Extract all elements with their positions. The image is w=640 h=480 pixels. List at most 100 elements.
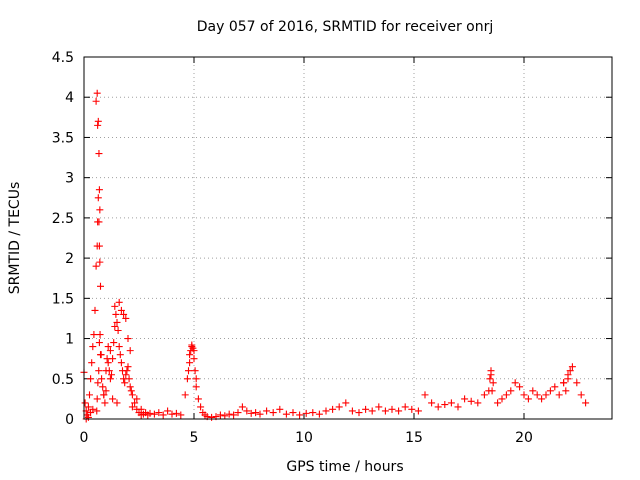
data-point (185, 367, 192, 375)
data-point (502, 391, 510, 399)
data-point (498, 395, 506, 403)
y-tick-label: 3.5 (52, 130, 74, 146)
data-point (115, 343, 123, 351)
data-point (109, 355, 117, 363)
data-point (106, 375, 114, 383)
data-point (322, 407, 330, 415)
data-point (95, 242, 103, 250)
data-point (121, 379, 129, 387)
data-point (100, 391, 108, 399)
data-point (441, 401, 449, 409)
data-point (566, 367, 574, 375)
data-point (159, 411, 167, 419)
data-point (96, 258, 104, 266)
data-point (197, 403, 205, 411)
data-point (428, 399, 436, 407)
data-point (155, 409, 163, 417)
data-point (181, 391, 189, 399)
data-point (128, 391, 136, 399)
axis-ticks: 0 0.5 1 1.5 2 2.5 3 3.5 4 4.5 0 5 10 15 20 (52, 50, 612, 446)
y-tick-label: 3 (65, 171, 74, 187)
data-point (177, 411, 185, 419)
data-point (524, 395, 532, 403)
data-point (101, 399, 109, 407)
data-point (95, 367, 103, 375)
y-tick-label: 4.5 (52, 50, 74, 66)
data-point (342, 399, 350, 407)
data-point (89, 405, 97, 413)
x-tick-label: 20 (515, 430, 533, 446)
data-point (92, 97, 100, 105)
data-point (488, 387, 496, 395)
y-tick-label: 0 (65, 412, 74, 428)
data-point (91, 306, 99, 314)
grid (84, 57, 612, 419)
data-point (183, 375, 191, 383)
data-point (146, 409, 154, 417)
data-point (120, 310, 128, 318)
data-point (487, 371, 495, 379)
data-point (434, 403, 442, 411)
data-point (516, 383, 524, 391)
data-point (461, 395, 469, 403)
data-point (348, 407, 356, 415)
data-point (102, 387, 110, 395)
data-point (208, 413, 216, 421)
data-point (123, 367, 131, 375)
data-point (401, 403, 409, 411)
y-tick-label: 1.5 (52, 291, 74, 307)
data-point (269, 409, 277, 417)
data-point (568, 363, 576, 371)
data-point (137, 405, 145, 413)
data-point (106, 347, 114, 355)
data-point (507, 387, 515, 395)
x-axis-label: GPS time / hours (286, 459, 403, 475)
data-point (122, 314, 130, 322)
data-point (486, 375, 494, 383)
data-point (117, 359, 125, 367)
data-point (542, 391, 550, 399)
data-point (95, 186, 103, 194)
data-point (86, 391, 93, 399)
y-axis-label: SRMTID / TECUs (7, 182, 23, 295)
data-point (186, 351, 194, 359)
data-point (362, 405, 370, 413)
data-point (122, 371, 130, 379)
data-point (447, 399, 455, 407)
data-point (125, 375, 133, 383)
data-point (131, 399, 139, 407)
data-point (124, 335, 132, 343)
x-tick-label: 10 (295, 430, 313, 446)
data-point (112, 310, 120, 318)
data-point (96, 206, 104, 214)
data-point (582, 399, 590, 407)
data-point (494, 399, 502, 407)
data-point (529, 387, 537, 395)
data-point (421, 391, 429, 399)
data-point (560, 379, 568, 387)
data-point (190, 347, 198, 355)
data-point (89, 343, 97, 351)
y-tick-label: 1 (65, 332, 74, 348)
data-point (238, 403, 246, 411)
data-point (150, 410, 158, 418)
data-point (315, 410, 323, 418)
data-point (480, 391, 488, 399)
data-point (533, 391, 541, 399)
data-point (577, 391, 585, 399)
data-point (309, 409, 317, 417)
data-point (113, 318, 121, 326)
data-point (192, 383, 200, 391)
data-point (454, 403, 462, 411)
data-point (93, 395, 101, 403)
data-point (104, 359, 112, 367)
data-point (95, 150, 103, 158)
x-tick-label: 0 (80, 430, 89, 446)
data-point (221, 412, 229, 420)
data-point (520, 391, 528, 399)
data-point (186, 359, 194, 367)
data-point (546, 387, 554, 395)
data-point (95, 218, 103, 226)
data-points (80, 89, 590, 423)
